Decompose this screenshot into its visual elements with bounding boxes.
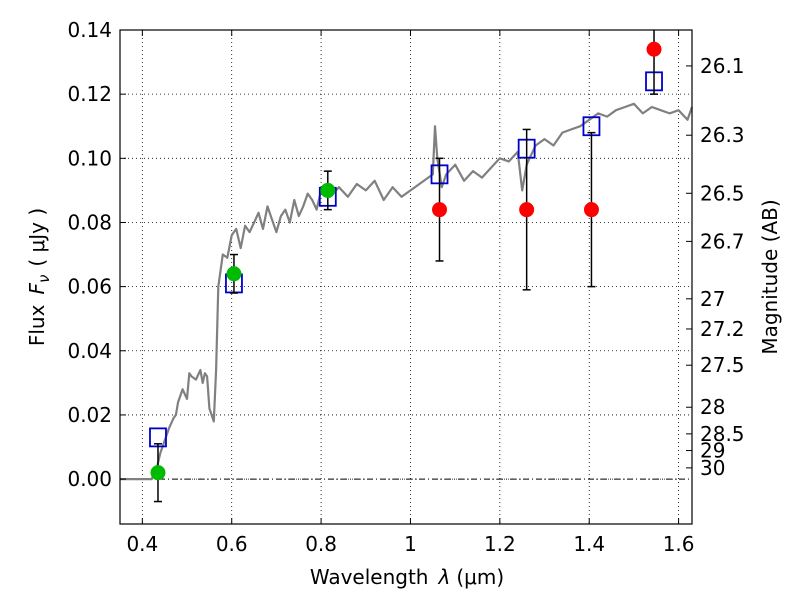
y-axis-label: FluxFν( μJy ) [25, 208, 53, 346]
grid [120, 29, 692, 524]
x-tick-label: 0.4 [126, 532, 158, 556]
observed-flux-point-green [320, 182, 336, 198]
mag-tick-label: 26.3 [700, 123, 745, 147]
x-tick-label: 1.4 [573, 532, 605, 556]
x-tick-label: 1 [404, 532, 417, 556]
mag-tick-label: 29 [700, 439, 725, 463]
x-tick-label: 1.2 [484, 532, 516, 556]
mag-tick-label: 28.5 [700, 422, 745, 446]
series [120, 30, 694, 503]
mag-tick-label: 26.5 [700, 181, 745, 205]
x-tick-label: 0.6 [216, 532, 248, 556]
template-spectrum-line [120, 102, 694, 481]
mag-tick-label: 26.7 [700, 229, 745, 253]
x-axis-label: Wavelength λ (μm) [310, 565, 504, 589]
y-tick-label: 0.10 [67, 146, 112, 170]
x-tick-label: 1.6 [663, 532, 695, 556]
observed-flux-point-green [150, 465, 166, 481]
y-tick-label: 0.08 [67, 210, 112, 234]
y-tick-label: 0.02 [67, 403, 112, 427]
observed-flux-point-red [432, 202, 448, 218]
mag-tick-label: 28 [700, 395, 725, 419]
mag-tick-label: 30 [700, 456, 725, 480]
y2-axis-label: Magnitude (AB) [758, 199, 782, 354]
observed-flux-point-red [646, 41, 662, 57]
y-tick-label: 0.14 [67, 18, 112, 42]
x-tick-label: 0.8 [305, 532, 337, 556]
axes: 0.4 0.6 0.8 1 1.2 1.4 1.6 0.00 0.02 0.04 0.06 0.08 0… [67, 18, 744, 556]
plot-frame [119, 29, 693, 525]
y-tick-label: 0.00 [67, 467, 112, 491]
mag-tick-label: 27.2 [700, 317, 745, 341]
observed-flux-point-red [583, 202, 599, 218]
mag-tick-label: 27 [700, 287, 725, 311]
observed-flux-point-red [519, 202, 535, 218]
mag-tick-label: 27.5 [700, 353, 745, 377]
mag-tick-label: 26.1 [700, 54, 745, 78]
y-tick-label: 0.06 [67, 275, 112, 299]
observed-flux-point-green [226, 266, 242, 282]
y-tick-label: 0.12 [67, 82, 112, 106]
y-tick-label: 0.04 [67, 339, 112, 363]
